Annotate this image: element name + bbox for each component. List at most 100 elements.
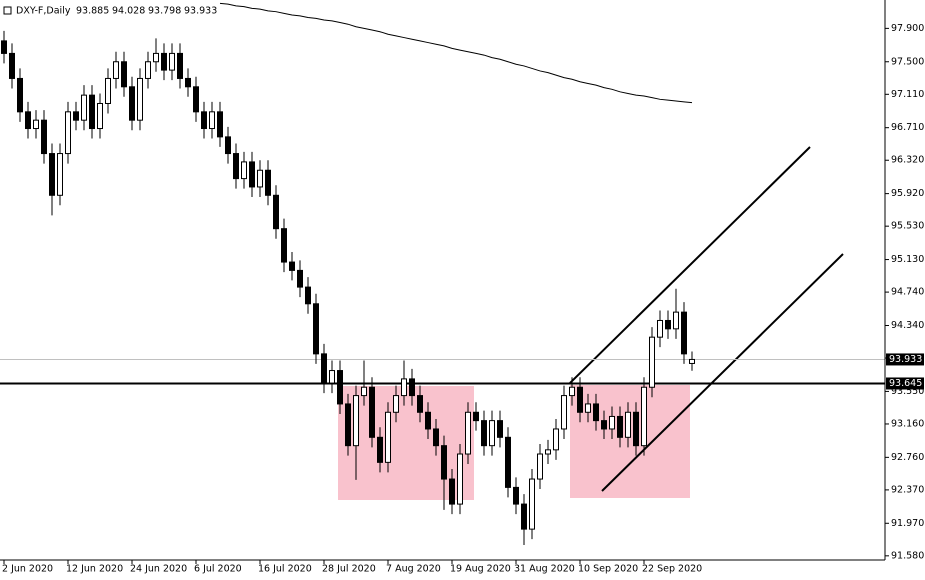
y-tick-label: 97.110: [891, 89, 924, 100]
candle-body: [361, 386, 367, 397]
candle-body: [89, 94, 95, 130]
x-tick-label: 10 Sep 2020: [578, 564, 638, 575]
y-tick-label: 93.550: [891, 386, 924, 397]
candle-body: [449, 478, 455, 505]
candle-body: [257, 169, 263, 188]
x-tick-label: 7 Aug 2020: [386, 564, 441, 575]
x-tick-label: 2 Jun 2020: [2, 564, 53, 575]
y-tick-label: 97.900: [891, 23, 924, 34]
candle-body: [481, 420, 487, 447]
x-tick-label: 16 Jul 2020: [258, 564, 312, 575]
y-tick-label: 91.580: [891, 550, 924, 561]
candle-body: [305, 286, 311, 305]
candle-body: [401, 378, 407, 397]
candle-body: [113, 61, 119, 79]
candle-body: [505, 436, 511, 488]
y-tick-label: 95.130: [891, 254, 924, 265]
y-tick-label: 93.160: [891, 418, 924, 429]
candle-body: [553, 428, 559, 451]
candle-body: [209, 111, 215, 130]
candle-body: [273, 194, 279, 230]
candle-body: [281, 228, 287, 263]
x-tick-label: 31 Aug 2020: [514, 564, 575, 575]
candle-body: [673, 311, 679, 330]
candle-body: [385, 411, 391, 463]
candle-body: [73, 111, 79, 121]
candle-body: [497, 420, 503, 438]
candle-body: [153, 52, 159, 63]
price-tag-box: [886, 353, 924, 366]
level-tag-box: [886, 377, 924, 390]
candle-body: [81, 94, 87, 121]
candle-body: [641, 386, 647, 447]
channel-line: [601, 253, 844, 492]
candle-body: [441, 445, 447, 480]
y-tick-label: 95.920: [891, 188, 924, 199]
ohlc-close: 93.933: [184, 6, 217, 17]
candle-body: [457, 453, 463, 505]
candle-body: [601, 420, 607, 430]
candle-body: [649, 336, 655, 388]
candle-body: [409, 378, 415, 397]
candle-body: [241, 161, 247, 180]
candle-body: [513, 486, 519, 505]
candle-body: [9, 52, 15, 79]
candle-body: [377, 436, 383, 463]
candle-body: [345, 403, 351, 447]
y-tick-label: 91.970: [891, 518, 924, 529]
y-tick-label: 94.340: [891, 320, 924, 331]
x-tick-label: 24 Jun 2020: [130, 564, 187, 575]
candle-body: [417, 395, 423, 413]
candle-body: [121, 61, 127, 88]
candle-body: [57, 153, 63, 196]
candle-body: [545, 449, 551, 455]
candle-body: [225, 136, 231, 155]
candle-body: [17, 77, 23, 113]
candle-body: [465, 411, 471, 455]
candle-body: [681, 311, 687, 355]
candle-body: [617, 415, 623, 438]
chart-title: DXY-F,Daily: [16, 6, 71, 17]
ohlc-high: 94.028: [112, 6, 145, 17]
candle-body: [425, 411, 431, 430]
plot: [0, 2, 885, 545]
candle-body: [665, 319, 671, 330]
level-tag: 93.645: [889, 378, 922, 389]
candle-body: [473, 411, 479, 422]
candle-body: [569, 386, 575, 397]
candle-body: [521, 503, 527, 530]
candle-body: [145, 61, 151, 79]
candle-body: [313, 303, 319, 355]
x-tick-label: 28 Jul 2020: [322, 564, 376, 575]
candle-body: [561, 395, 567, 430]
candle-body: [577, 386, 583, 413]
y-tick-label: 95.530: [891, 221, 924, 232]
candle-body: [529, 478, 535, 530]
candle-body: [609, 415, 615, 430]
candle-body: [689, 358, 695, 364]
candle-body: [137, 77, 143, 121]
candle-body: [41, 119, 47, 155]
candle-body: [193, 86, 199, 113]
candle-body: [249, 161, 255, 188]
candle-body: [233, 153, 239, 180]
candle-body: [129, 86, 135, 121]
candle-body: [633, 411, 639, 447]
candle-body: [185, 77, 191, 88]
y-tick-label: 92.760: [891, 452, 924, 463]
y-tick-label: 96.710: [891, 122, 924, 133]
candle-body: [65, 111, 71, 155]
y-tick-label: 92.370: [891, 484, 924, 495]
y-tick-label: 96.320: [891, 155, 924, 166]
icon: [3, 6, 12, 15]
candle-body: [625, 411, 631, 438]
candle-body: [105, 77, 111, 104]
candle-body: [321, 353, 327, 384]
candle-body: [329, 370, 335, 384]
candle-body: [265, 169, 271, 196]
candle-body: [201, 111, 207, 130]
y-tick-label: 94.740: [891, 287, 924, 298]
candle-body: [585, 403, 591, 413]
